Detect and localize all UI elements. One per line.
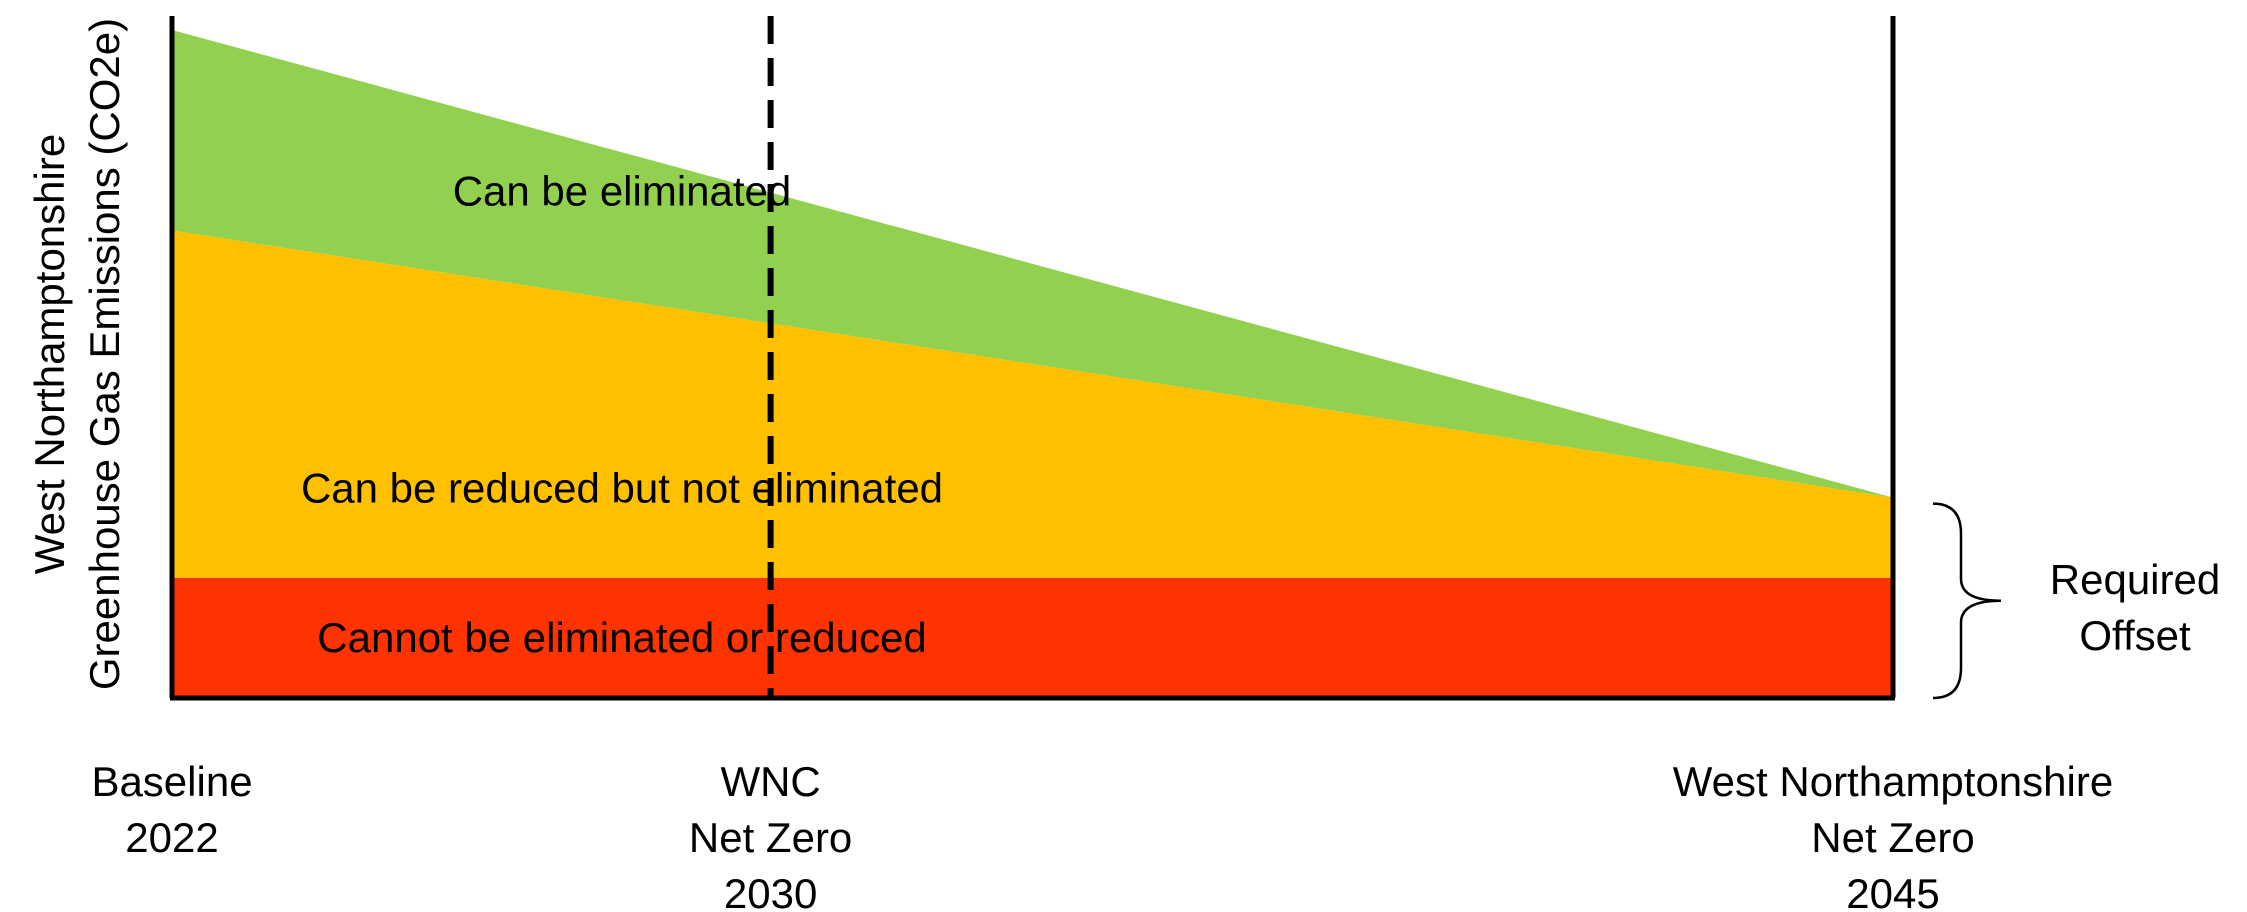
x-tick-label: Baseline 2022 xyxy=(91,758,252,861)
band-label: Cannot be eliminated or reduced xyxy=(317,614,926,661)
x-tick-label-line: Baseline xyxy=(91,758,252,805)
x-tick-label-line: 2045 xyxy=(1846,870,1939,912)
band-label: Can be eliminated xyxy=(453,168,792,215)
required-offset-label: Required Offset xyxy=(2050,556,2220,659)
area-can-be-eliminated xyxy=(172,30,1893,498)
required-offset-label-line: Offset xyxy=(2079,612,2191,659)
x-tick-label-line: 2030 xyxy=(724,870,817,912)
stacked-areas xyxy=(172,30,1893,698)
x-tick-label-line: Net Zero xyxy=(689,814,852,861)
area-cannot-be-eliminated-or-reduced xyxy=(172,577,1893,698)
curly-brace xyxy=(1932,502,2002,700)
band-labels: Cannot be eliminated or reduced Can be re… xyxy=(301,168,943,661)
required-offset-annotation: Required Offset xyxy=(1932,502,2220,700)
x-tick-label-line: West Northamptonshire xyxy=(1673,758,2113,805)
x-tick-label: West Northamptonshire Net Zero 2045 xyxy=(1673,758,2113,912)
required-offset-label-line: Required xyxy=(2050,556,2220,603)
band-label: Can be reduced but not eliminated xyxy=(301,465,943,512)
y-axis-label-line: Greenhouse Gas Emissions (CO2e) xyxy=(81,18,128,690)
y-axis-label: West Northamptonshire Greenhouse Gas Emis… xyxy=(26,18,128,690)
y-axis-label-line: West Northamptonshire xyxy=(26,134,73,574)
x-tick-labels: Baseline 2022 WNC Net Zero 2030 West Northamp… xyxy=(91,758,2113,912)
x-tick-label-line: Net Zero xyxy=(1811,814,1974,861)
x-tick-label-line: WNC xyxy=(720,758,820,805)
area-can-be-reduced-but-not-eliminated xyxy=(172,230,1893,578)
axes xyxy=(169,16,1896,701)
x-tick-label-line: 2022 xyxy=(125,814,218,861)
x-tick-label: WNC Net Zero 2030 xyxy=(689,758,852,912)
